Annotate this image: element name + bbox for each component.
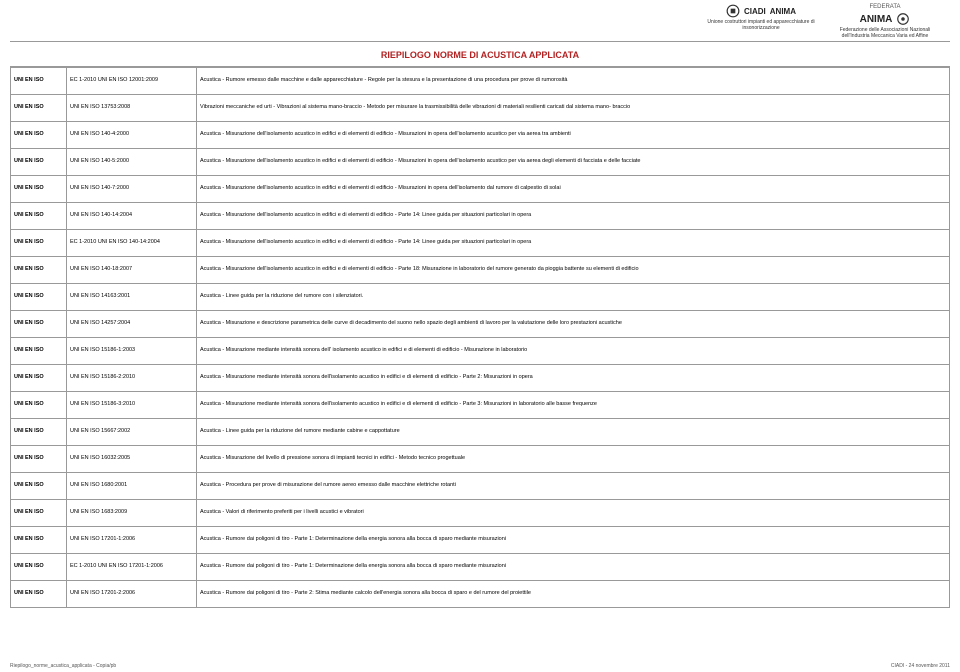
desc-cell: Acustica - Linee guida per la riduzione … xyxy=(197,419,950,446)
desc-cell: Acustica - Misurazione dell'isolamento a… xyxy=(197,230,950,257)
code-cell: UNI EN ISO 140-14:2004 xyxy=(67,203,197,230)
desc-cell: Acustica - Rumore emesso dalle macchine … xyxy=(197,68,950,95)
code-cell: UNI EN ISO 1683:2009 xyxy=(67,500,197,527)
org-cell: UNI EN ISO xyxy=(11,230,67,257)
desc-cell: Acustica - Procedura per prove di misura… xyxy=(197,473,950,500)
header-right-block: FEDERATA ANIMA Federazione delle Associa… xyxy=(830,4,940,39)
desc-cell: Acustica - Misurazione dell'isolamento a… xyxy=(197,149,950,176)
header-left-sub: Unione costruttori impianti ed apparecch… xyxy=(706,20,816,31)
header-right-logos: ANIMA xyxy=(830,12,940,26)
table-row: UNI EN ISOUNI EN ISO 13753:2008Vibrazion… xyxy=(11,95,950,122)
org-cell: UNI EN ISO xyxy=(11,338,67,365)
org-cell: UNI EN ISO xyxy=(11,473,67,500)
header-right-sub: Federazione delle Associazioni Nazionali… xyxy=(830,28,940,39)
code-cell: EC 1-2010 UNI EN ISO 140-14:2004 xyxy=(67,230,197,257)
org-cell: UNI EN ISO xyxy=(11,203,67,230)
footer-right: CIADI - 24 novembre 2011 xyxy=(891,663,950,669)
code-cell: UNI EN ISO 140-4:2000 xyxy=(67,122,197,149)
desc-cell: Acustica - Linee guida per la riduzione … xyxy=(197,284,950,311)
table-row: UNI EN ISOUNI EN ISO 140-5:2000Acustica … xyxy=(11,149,950,176)
code-cell: UNI EN ISO 14257:2004 xyxy=(67,311,197,338)
desc-cell: Acustica - Misurazione dell'isolamento a… xyxy=(197,122,950,149)
table-row: UNI EN ISOEC 1-2010 UNI EN ISO 140-14:20… xyxy=(11,230,950,257)
code-cell: UNI EN ISO 14163:2001 xyxy=(67,284,197,311)
table-row: UNI EN ISOUNI EN ISO 14257:2004Acustica … xyxy=(11,311,950,338)
org-cell: UNI EN ISO xyxy=(11,392,67,419)
code-cell: UNI EN ISO 16032:2005 xyxy=(67,446,197,473)
code-cell: EC 1-2010 UNI EN ISO 17201-1:2006 xyxy=(67,554,197,581)
org-cell: UNI EN ISO xyxy=(11,68,67,95)
org-cell: UNI EN ISO xyxy=(11,149,67,176)
page-footer: Riepilogo_norme_acustica_applicata - Cop… xyxy=(10,663,950,669)
code-cell: UNI EN ISO 140-5:2000 xyxy=(67,149,197,176)
code-cell: UNI EN ISO 17201-2:2006 xyxy=(67,581,197,608)
desc-cell: Acustica - Misurazione dell'isolamento a… xyxy=(197,176,950,203)
table-row: UNI EN ISOUNI EN ISO 1680:2001Acustica -… xyxy=(11,473,950,500)
org-cell: UNI EN ISO xyxy=(11,554,67,581)
table-row: UNI EN ISOUNI EN ISO 1683:2009Acustica -… xyxy=(11,500,950,527)
desc-cell: Acustica - Misurazione e descrizione par… xyxy=(197,311,950,338)
org-cell: UNI EN ISO xyxy=(11,176,67,203)
table-row: UNI EN ISOUNI EN ISO 14163:2001Acustica … xyxy=(11,284,950,311)
desc-cell: Acustica - Misurazione dell'isolamento a… xyxy=(197,203,950,230)
code-cell: UNI EN ISO 15186-3:2010 xyxy=(67,392,197,419)
table-row: UNI EN ISOUNI EN ISO 15667:2002Acustica … xyxy=(11,419,950,446)
code-cell: UNI EN ISO 1680:2001 xyxy=(67,473,197,500)
table-row: UNI EN ISOUNI EN ISO 140-4:2000Acustica … xyxy=(11,122,950,149)
code-cell: UNI EN ISO 140-18:2007 xyxy=(67,257,197,284)
org-cell: UNI EN ISO xyxy=(11,500,67,527)
desc-cell: Acustica - Valori di riferimento preferi… xyxy=(197,500,950,527)
desc-cell: Acustica - Rumore dai poligoni di tiro -… xyxy=(197,554,950,581)
table-row: UNI EN ISOUNI EN ISO 140-7:2000Acustica … xyxy=(11,176,950,203)
table-row: UNI EN ISOUNI EN ISO 17201-2:2006Acustic… xyxy=(11,581,950,608)
anima-gear-icon xyxy=(896,12,910,26)
code-cell: UNI EN ISO 13753:2008 xyxy=(67,95,197,122)
org-cell: UNI EN ISO xyxy=(11,581,67,608)
federata-label: FEDERATA xyxy=(830,4,940,10)
page-title: RIEPILOGO NORME DI ACUSTICA APPLICATA xyxy=(381,50,579,60)
desc-cell: Acustica - Misurazione mediante intensit… xyxy=(197,392,950,419)
org-cell: UNI EN ISO xyxy=(11,527,67,554)
table-row: UNI EN ISOUNI EN ISO 15186-1:2003Acustic… xyxy=(11,338,950,365)
desc-cell: Acustica - Rumore dai poligoni di tiro -… xyxy=(197,581,950,608)
title-bar: RIEPILOGO NORME DI ACUSTICA APPLICATA xyxy=(10,41,950,67)
table-row: UNI EN ISOUNI EN ISO 15186-2:2010Acustic… xyxy=(11,365,950,392)
org-cell: UNI EN ISO xyxy=(11,365,67,392)
org-cell: UNI EN ISO xyxy=(11,446,67,473)
org-cell: UNI EN ISO xyxy=(11,257,67,284)
table-row: UNI EN ISOUNI EN ISO 16032:2005Acustica … xyxy=(11,446,950,473)
desc-cell: Vibrazioni meccaniche ed urti - Vibrazio… xyxy=(197,95,950,122)
desc-cell: Acustica - Misurazione dell'isolamento a… xyxy=(197,257,950,284)
desc-cell: Acustica - Rumore dai poligoni di tiro -… xyxy=(197,527,950,554)
org-cell: UNI EN ISO xyxy=(11,122,67,149)
code-cell: UNI EN ISO 15186-2:2010 xyxy=(67,365,197,392)
anima-logo-text-small: ANIMA xyxy=(770,7,796,16)
code-cell: UNI EN ISO 15186-1:2003 xyxy=(67,338,197,365)
header-left-logos: CIADI ANIMA xyxy=(706,4,816,18)
org-cell: UNI EN ISO xyxy=(11,419,67,446)
code-cell: EC 1-2010 UNI EN ISO 12001:2009 xyxy=(67,68,197,95)
org-cell: UNI EN ISO xyxy=(11,311,67,338)
code-cell: UNI EN ISO 140-7:2000 xyxy=(67,176,197,203)
table-row: UNI EN ISOUNI EN ISO 140-14:2004Acustica… xyxy=(11,203,950,230)
header-left-block: CIADI ANIMA Unione costruttori impianti … xyxy=(706,4,816,31)
table-row: UNI EN ISOUNI EN ISO 140-18:2007Acustica… xyxy=(11,257,950,284)
org-cell: UNI EN ISO xyxy=(11,284,67,311)
code-cell: UNI EN ISO 15667:2002 xyxy=(67,419,197,446)
table-row: UNI EN ISOEC 1-2010 UNI EN ISO 17201-1:2… xyxy=(11,554,950,581)
table-row: UNI EN ISOUNI EN ISO 15186-3:2010Acustic… xyxy=(11,392,950,419)
desc-cell: Acustica - Misurazione mediante intensit… xyxy=(197,338,950,365)
footer-left: Riepilogo_norme_acustica_applicata - Cop… xyxy=(10,663,116,669)
org-cell: UNI EN ISO xyxy=(11,95,67,122)
ciadi-logo-text: CIADI xyxy=(744,7,766,16)
table-row: UNI EN ISOEC 1-2010 UNI EN ISO 12001:200… xyxy=(11,68,950,95)
anima-logo-text: ANIMA xyxy=(860,14,893,25)
table-row: UNI EN ISOUNI EN ISO 17201-1:2006Acustic… xyxy=(11,527,950,554)
code-cell: UNI EN ISO 17201-1:2006 xyxy=(67,527,197,554)
norms-table: UNI EN ISOEC 1-2010 UNI EN ISO 12001:200… xyxy=(10,67,950,608)
desc-cell: Acustica - Misurazione mediante intensit… xyxy=(197,365,950,392)
desc-cell: Acustica - Misurazione del livello di pr… xyxy=(197,446,950,473)
page-header: CIADI ANIMA Unione costruttori impianti … xyxy=(0,0,960,41)
ciadi-logo-icon xyxy=(726,4,740,18)
